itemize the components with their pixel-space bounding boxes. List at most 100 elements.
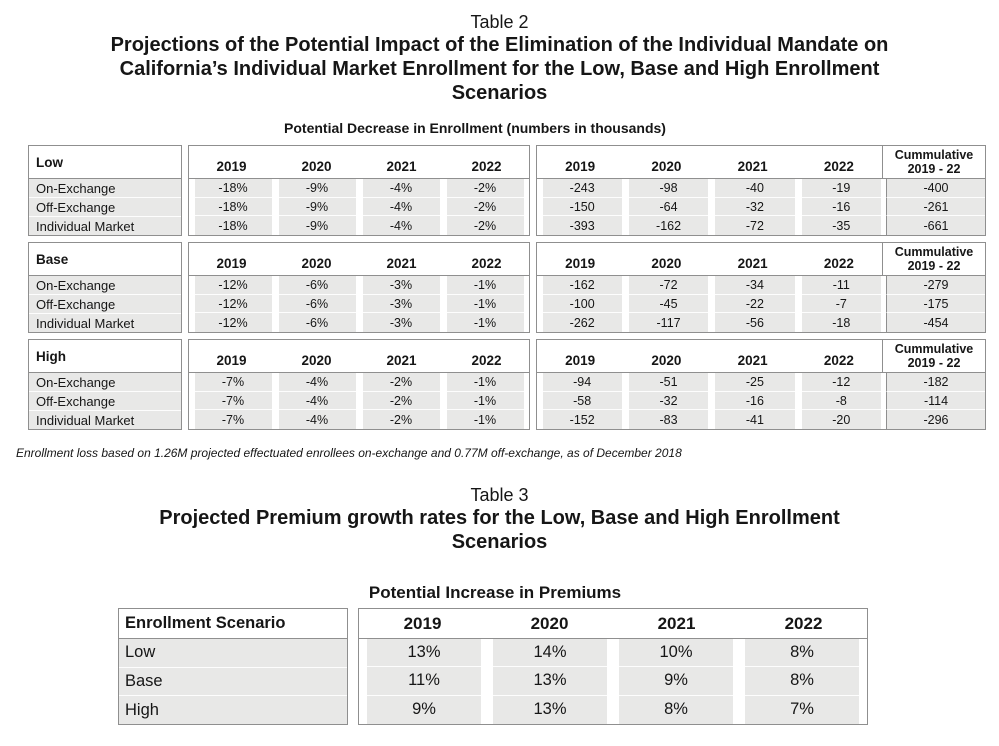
table-row: -12% -6% -3% -1% <box>189 294 529 314</box>
num-cell: -41 <box>715 410 795 430</box>
num-cell: -152 <box>542 410 622 430</box>
table2-footnote: Enrollment loss based on 1.26M projected… <box>16 446 682 460</box>
table2-title: Projections of the Potential Impact of t… <box>0 33 999 105</box>
scenario-label-box: Base On-Exchange Off-Exchange Individual… <box>28 242 182 333</box>
year-header: 2020 <box>301 256 332 271</box>
pct-cell: -9% <box>278 216 356 236</box>
pct-cell: -12% <box>194 313 272 333</box>
table3: Enrollment Scenario Low Base High 2019 2… <box>118 608 999 725</box>
row-label: Individual Market <box>29 411 181 429</box>
pct-cell: -2% <box>446 197 524 217</box>
num-cell: -64 <box>628 197 709 217</box>
table3-subtitle: Potential Increase in Premiums <box>368 583 622 602</box>
table2-title-line3: Scenarios <box>451 82 548 104</box>
pct-cell: -2% <box>362 373 440 392</box>
table2-title-line2: California’s Individual Market Enrollmen… <box>119 58 880 80</box>
table2-title-line1: Projections of the Potential Impact of t… <box>110 34 889 56</box>
pct-cell: -18% <box>194 197 272 217</box>
cumulative-header: Cummulative 2019 - 22 <box>882 243 985 275</box>
scenario-label-box: High On-Exchange Off-Exchange Individual… <box>28 339 182 430</box>
year-header: 2020 <box>530 613 569 633</box>
num-cell: -22 <box>715 294 795 314</box>
num-header-row: 2019 2020 2021 2022 Cummulative 2019 - 2… <box>537 340 985 373</box>
premium-cell: 8% <box>619 695 733 724</box>
scenario-block-high: High On-Exchange Off-Exchange Individual… <box>28 339 999 430</box>
pct-cell: -7% <box>194 373 272 392</box>
num-cell: -18 <box>801 313 881 333</box>
year-header: 2019 <box>565 353 596 368</box>
table3-data-box: 2019 2020 2021 2022 13% 14% 10% 8% 11% 1… <box>358 608 868 725</box>
pct-cell: -3% <box>362 313 440 333</box>
num-cell: -35 <box>801 216 881 236</box>
year-header: 2020 <box>651 159 682 174</box>
num-cell: -40 <box>715 179 795 198</box>
table2-subtitle: Potential Decrease in Enrollment (number… <box>284 120 666 136</box>
num-cell: -94 <box>542 373 622 392</box>
row-label: On-Exchange <box>29 373 181 392</box>
num-cell: -56 <box>715 313 795 333</box>
pct-cell: -1% <box>446 313 524 333</box>
table-row: 9% 13% 8% 7% <box>359 695 867 724</box>
num-cell: -16 <box>715 391 795 411</box>
cumulative-cell: -261 <box>886 197 985 217</box>
premium-cell: 13% <box>367 639 481 668</box>
row-label: Individual Market <box>29 314 181 332</box>
premium-cell: 8% <box>745 667 859 696</box>
pct-cell: -9% <box>278 179 356 198</box>
row-label: Off-Exchange <box>29 295 181 314</box>
scenario-label-box: Low On-Exchange Off-Exchange Individual … <box>28 145 182 236</box>
num-cell: -98 <box>628 179 709 198</box>
pct-cell: -12% <box>194 276 272 295</box>
year-header: 2019 <box>216 256 247 271</box>
premium-cell: 9% <box>367 695 481 724</box>
table3-label-box: Enrollment Scenario Low Base High <box>118 608 348 725</box>
premium-cell: 10% <box>619 639 733 668</box>
table-row: -12% -6% -3% -1% <box>189 313 529 333</box>
year-header: 2022 <box>471 159 502 174</box>
pct-cell: -1% <box>446 294 524 314</box>
table3-title-line2: Scenarios <box>451 531 548 553</box>
table-row: -162 -72 -34 -11 -279 <box>537 276 985 295</box>
num-table: 2019 2020 2021 2022 Cummulative 2019 - 2… <box>536 145 986 236</box>
table-row: -150 -64 -32 -16 -261 <box>537 197 985 217</box>
pct-cell: -6% <box>278 313 356 333</box>
premium-cell: 9% <box>619 667 733 696</box>
table3-title: Projected Premium growth rates for the L… <box>0 506 999 554</box>
num-cell: -83 <box>628 410 709 430</box>
pct-cell: -7% <box>194 391 272 411</box>
pct-header-row: 2019 2020 2021 2022 <box>189 340 529 373</box>
table-row: 11% 13% 9% 8% <box>359 667 867 696</box>
num-cell: -16 <box>801 197 881 217</box>
year-header: 2020 <box>651 256 682 271</box>
year-header: 2022 <box>784 613 823 633</box>
table3-row-label: Low <box>119 639 347 668</box>
cumulative-header: Cummulative 2019 - 22 <box>882 146 985 178</box>
table-row: -12% -6% -3% -1% <box>189 276 529 295</box>
cumulative-cell: -296 <box>886 410 985 430</box>
pct-cell: -6% <box>278 276 356 295</box>
table3-column-header: Enrollment Scenario <box>119 609 347 639</box>
num-cell: -34 <box>715 276 795 295</box>
table-row: 13% 14% 10% 8% <box>359 639 867 668</box>
table-row: -262 -117 -56 -18 -454 <box>537 313 985 333</box>
num-cell: -150 <box>542 197 622 217</box>
table3-row-label: Base <box>119 667 347 697</box>
premium-cell: 11% <box>367 667 481 696</box>
year-header: 2019 <box>403 613 442 633</box>
num-table: 2019 2020 2021 2022 Cummulative 2019 - 2… <box>536 339 986 430</box>
year-header: 2022 <box>471 256 502 271</box>
cumulative-cell: -175 <box>886 294 985 314</box>
year-header: 2022 <box>823 353 854 368</box>
scenario-name: High <box>29 340 181 373</box>
pct-table: 2019 2020 2021 2022 -18% -9% -4% -2% -18… <box>188 145 530 236</box>
num-cell: -11 <box>801 276 881 295</box>
pct-cell: -4% <box>362 216 440 236</box>
table-row: -100 -45 -22 -7 -175 <box>537 294 985 314</box>
num-cell: -12 <box>801 373 881 392</box>
row-label: On-Exchange <box>29 179 181 198</box>
num-table: 2019 2020 2021 2022 Cummulative 2019 - 2… <box>536 242 986 333</box>
num-cell: -58 <box>542 391 622 411</box>
pct-table: 2019 2020 2021 2022 -7% -4% -2% -1% -7% … <box>188 339 530 430</box>
cumulative-cell: -279 <box>886 276 985 295</box>
